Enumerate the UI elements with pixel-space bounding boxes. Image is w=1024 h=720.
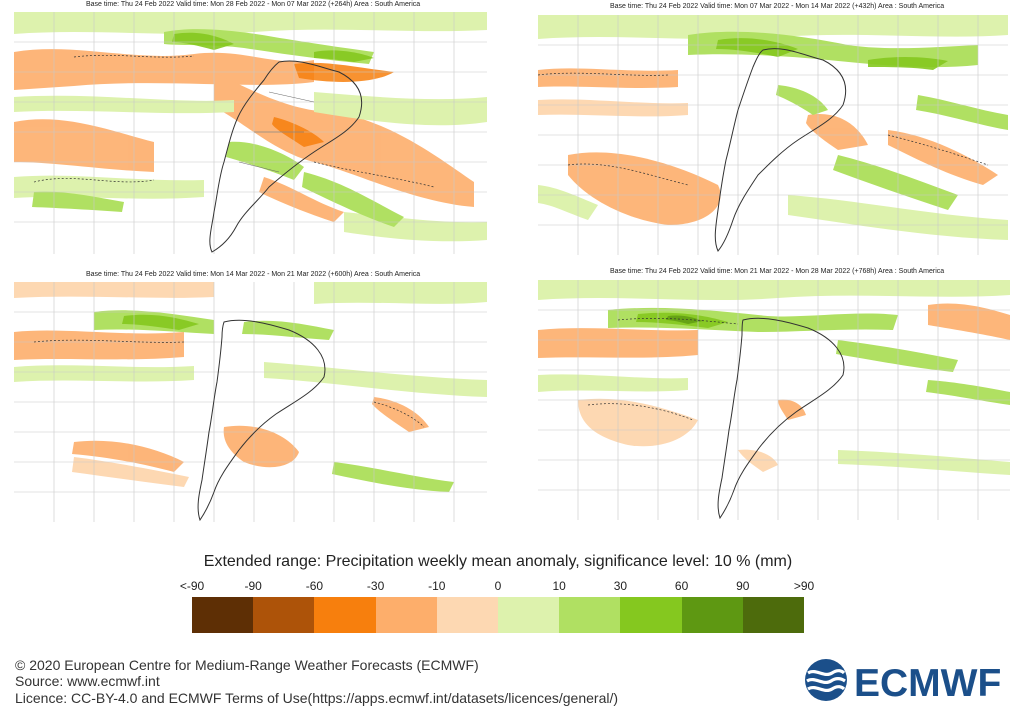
legend-swatch — [559, 597, 621, 633]
ecmwf-logo: ECMWF — [805, 659, 1001, 702]
legend-title: Extended range: Precipitation weekly mea… — [203, 553, 793, 570]
legend-swatch — [681, 597, 743, 633]
legend-tick-label: 30 — [613, 579, 628, 593]
legend-swatch — [498, 597, 560, 633]
legend-tick-label: 90 — [736, 579, 750, 593]
panel-title: Base time: Thu 24 Feb 2022 Valid time: M… — [86, 271, 421, 278]
copyright-text: © 2020 European Centre for Medium-Range … — [15, 657, 479, 673]
anomaly-map-week3 — [14, 282, 487, 522]
legend-tick-label: 60 — [674, 579, 689, 593]
source-text: Source: www.ecmwf.int — [15, 673, 160, 689]
legend-tick-label: 10 — [552, 579, 566, 593]
panel-title: Base time: Thu 24 Feb 2022 Valid time: M… — [610, 3, 945, 10]
anomaly-map-week2 — [538, 15, 1008, 255]
legend-tick-label: -10 — [428, 579, 446, 593]
licence-text: Licence: CC-BY-4.0 and ECMWF Terms of Us… — [15, 690, 619, 706]
legend-tick-label: <-90 — [179, 579, 205, 593]
legend-swatch — [253, 597, 315, 633]
legend-tick-label: >90 — [793, 579, 815, 593]
legend-tick-label: -60 — [305, 579, 324, 593]
legend-swatch — [436, 597, 498, 633]
legend-swatch — [742, 597, 804, 633]
legend-swatch — [620, 597, 682, 633]
anomaly-map-week1 — [14, 12, 487, 254]
legend-tick-label: -30 — [366, 579, 385, 593]
legend-tick-label: 0 — [494, 579, 502, 593]
ecmwf-logo-text: ECMWF — [854, 662, 1001, 702]
panel-title: Base time: Thu 24 Feb 2022 Valid time: M… — [610, 268, 945, 275]
panel-title: Base time: Thu 24 Feb 2022 Valid time: M… — [86, 1, 421, 8]
legend-swatch — [192, 597, 254, 633]
legend-swatch — [314, 597, 376, 633]
legend-tick-label: -90 — [244, 579, 262, 593]
ecmwf-logo-icon — [805, 659, 847, 701]
anomaly-map-week4 — [538, 280, 1010, 520]
legend-swatch — [375, 597, 437, 633]
